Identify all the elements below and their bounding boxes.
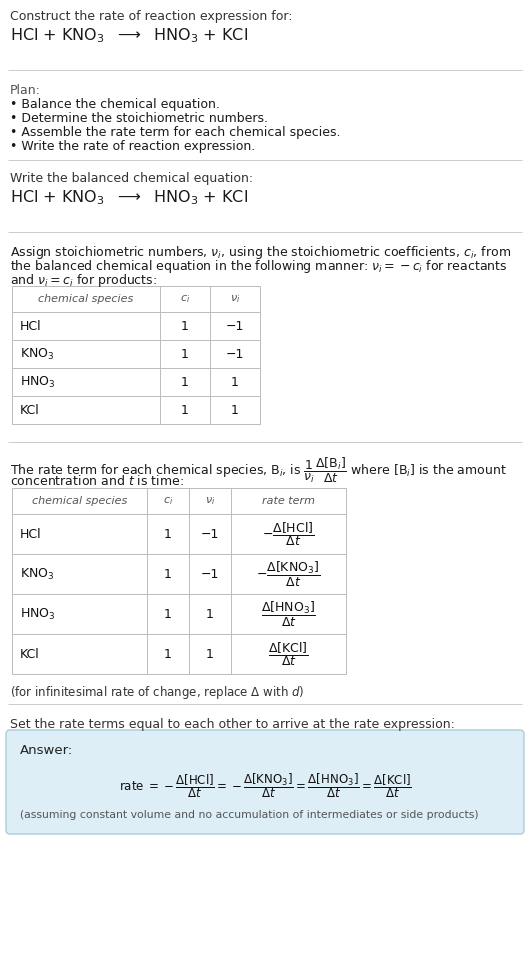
Text: KCl: KCl xyxy=(20,647,40,661)
Text: −1: −1 xyxy=(201,527,219,541)
Text: $\nu_i$: $\nu_i$ xyxy=(205,495,215,507)
Text: KNO$_3$: KNO$_3$ xyxy=(20,346,55,361)
Text: • Determine the stoichiometric numbers.: • Determine the stoichiometric numbers. xyxy=(10,112,268,125)
Text: $c_i$: $c_i$ xyxy=(163,495,173,507)
Text: chemical species: chemical species xyxy=(38,294,134,304)
Text: • Balance the chemical equation.: • Balance the chemical equation. xyxy=(10,98,220,111)
Text: $\dfrac{\Delta[\mathrm{HNO_3}]}{\Delta t}$: $\dfrac{\Delta[\mathrm{HNO_3}]}{\Delta t… xyxy=(261,599,316,629)
Text: 1: 1 xyxy=(231,376,239,388)
Text: $c_i$: $c_i$ xyxy=(180,293,190,305)
Text: HNO$_3$: HNO$_3$ xyxy=(20,375,56,389)
Text: 1: 1 xyxy=(181,376,189,388)
Text: 1: 1 xyxy=(164,527,172,541)
Text: KCl: KCl xyxy=(20,403,40,417)
Text: HCl + KNO$_3$  $\longrightarrow$  HNO$_3$ + KCl: HCl + KNO$_3$ $\longrightarrow$ HNO$_3$ … xyxy=(10,188,248,207)
Text: HCl: HCl xyxy=(20,527,42,541)
Text: 1: 1 xyxy=(164,607,172,621)
Text: concentration and $t$ is time:: concentration and $t$ is time: xyxy=(10,474,184,488)
Text: rate term: rate term xyxy=(262,496,315,506)
Text: $\nu_i$: $\nu_i$ xyxy=(230,293,240,305)
Text: Answer:: Answer: xyxy=(20,744,73,757)
Text: 1: 1 xyxy=(181,347,189,360)
Text: The rate term for each chemical species, B$_i$, is $\dfrac{1}{\nu_i}\dfrac{\Delt: The rate term for each chemical species,… xyxy=(10,456,507,485)
Text: rate $= -\dfrac{\Delta[\mathrm{HCl}]}{\Delta t} = -\dfrac{\Delta[\mathrm{KNO_3}]: rate $= -\dfrac{\Delta[\mathrm{HCl}]}{\D… xyxy=(119,772,411,800)
Bar xyxy=(12,488,346,674)
Text: (assuming constant volume and no accumulation of intermediates or side products): (assuming constant volume and no accumul… xyxy=(20,810,479,820)
Text: Write the balanced chemical equation:: Write the balanced chemical equation: xyxy=(10,172,253,185)
Text: −1: −1 xyxy=(226,347,244,360)
Text: HCl: HCl xyxy=(20,319,42,333)
Text: chemical species: chemical species xyxy=(32,496,127,506)
Text: 1: 1 xyxy=(206,647,214,661)
Text: and $\nu_i = c_i$ for products:: and $\nu_i = c_i$ for products: xyxy=(10,272,157,289)
Text: (for infinitesimal rate of change, replace Δ with $d$): (for infinitesimal rate of change, repla… xyxy=(10,684,304,701)
Text: KNO$_3$: KNO$_3$ xyxy=(20,566,55,582)
Text: • Assemble the rate term for each chemical species.: • Assemble the rate term for each chemic… xyxy=(10,126,340,139)
Text: Plan:: Plan: xyxy=(10,84,41,97)
Text: 1: 1 xyxy=(231,403,239,417)
Text: the balanced chemical equation in the following manner: $\nu_i = -c_i$ for react: the balanced chemical equation in the fo… xyxy=(10,258,508,275)
Text: • Write the rate of reaction expression.: • Write the rate of reaction expression. xyxy=(10,140,255,153)
Text: 1: 1 xyxy=(181,319,189,333)
Text: Assign stoichiometric numbers, $\nu_i$, using the stoichiometric coefficients, $: Assign stoichiometric numbers, $\nu_i$, … xyxy=(10,244,511,261)
Text: HCl + KNO$_3$  $\longrightarrow$  HNO$_3$ + KCl: HCl + KNO$_3$ $\longrightarrow$ HNO$_3$ … xyxy=(10,26,248,45)
Text: $-\dfrac{\Delta[\mathrm{KNO_3}]}{\Delta t}$: $-\dfrac{\Delta[\mathrm{KNO_3}]}{\Delta … xyxy=(257,559,321,589)
Text: 1: 1 xyxy=(164,647,172,661)
Text: 1: 1 xyxy=(181,403,189,417)
Text: 1: 1 xyxy=(164,567,172,581)
Bar xyxy=(12,286,260,424)
FancyBboxPatch shape xyxy=(6,730,524,834)
Text: Set the rate terms equal to each other to arrive at the rate expression:: Set the rate terms equal to each other t… xyxy=(10,718,455,731)
Text: 1: 1 xyxy=(206,607,214,621)
Text: HNO$_3$: HNO$_3$ xyxy=(20,606,56,622)
Text: $\dfrac{\Delta[\mathrm{KCl}]}{\Delta t}$: $\dfrac{\Delta[\mathrm{KCl}]}{\Delta t}$ xyxy=(268,640,309,668)
Text: Construct the rate of reaction expression for:: Construct the rate of reaction expressio… xyxy=(10,10,293,23)
Text: −1: −1 xyxy=(201,567,219,581)
Text: $-\dfrac{\Delta[\mathrm{HCl}]}{\Delta t}$: $-\dfrac{\Delta[\mathrm{HCl}]}{\Delta t}… xyxy=(262,520,315,548)
Text: −1: −1 xyxy=(226,319,244,333)
